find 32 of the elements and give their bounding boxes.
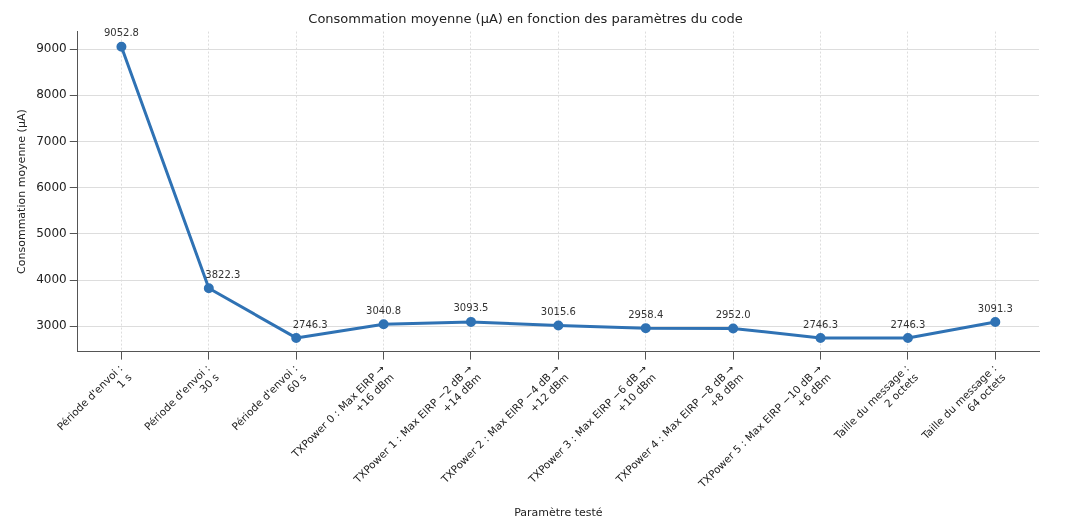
y-tick-label: 5000 bbox=[36, 225, 67, 240]
data-label: 2958.4 bbox=[628, 308, 664, 320]
data-label: 3822.3 bbox=[205, 268, 241, 280]
point bbox=[378, 319, 389, 330]
y-tick-label: 4000 bbox=[36, 272, 67, 287]
data-label: 3093.5 bbox=[453, 302, 489, 314]
data-label: 3091.3 bbox=[977, 302, 1013, 314]
y-tick-label: 6000 bbox=[36, 179, 67, 194]
x-axis-title: Paramètre testé bbox=[514, 506, 603, 520]
point bbox=[553, 320, 564, 331]
point bbox=[902, 332, 913, 343]
y-tick-label: 7000 bbox=[36, 133, 67, 148]
data-label: 9052.8 bbox=[103, 27, 139, 39]
point bbox=[116, 41, 127, 52]
point bbox=[465, 316, 476, 327]
data-label: 2746.3 bbox=[803, 318, 839, 330]
point bbox=[203, 283, 214, 294]
point bbox=[990, 316, 1001, 327]
data-label: 2746.3 bbox=[292, 318, 328, 330]
point bbox=[640, 323, 651, 334]
y-tick-label: 9000 bbox=[36, 41, 67, 56]
point bbox=[291, 332, 302, 343]
y-tick-label: 8000 bbox=[36, 87, 67, 102]
data-label: 2952.0 bbox=[715, 309, 751, 321]
data-label: 3015.6 bbox=[540, 306, 576, 318]
data-label: 2746.3 bbox=[890, 318, 926, 330]
y-axis-title: Consommation moyenne (µA) bbox=[15, 109, 29, 274]
data-label: 3040.8 bbox=[366, 304, 402, 316]
chart-title: Consommation moyenne (µA) en fonction des paramètres du code bbox=[308, 11, 743, 27]
y-tick-label: 3000 bbox=[36, 318, 67, 333]
point bbox=[815, 332, 826, 343]
point bbox=[728, 323, 739, 334]
